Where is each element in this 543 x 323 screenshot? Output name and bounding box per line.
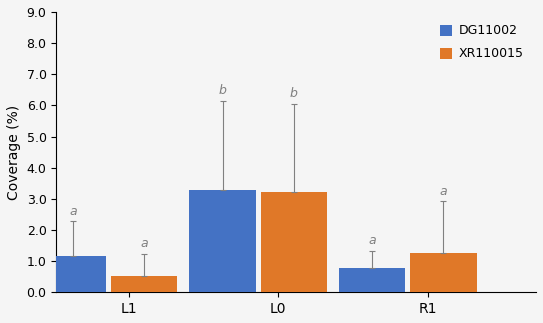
Legend: DG11002, XR110015: DG11002, XR110015 xyxy=(433,18,530,67)
Y-axis label: Coverage (%): Coverage (%) xyxy=(7,105,21,200)
Bar xyxy=(190,190,256,292)
Text: a: a xyxy=(69,204,77,218)
Text: a: a xyxy=(368,234,376,247)
Bar xyxy=(40,255,106,292)
Bar xyxy=(339,268,406,292)
Text: a: a xyxy=(140,237,148,250)
Bar xyxy=(261,192,327,292)
Bar xyxy=(111,276,178,292)
Text: b: b xyxy=(290,88,298,100)
Text: a: a xyxy=(440,185,447,198)
Text: b: b xyxy=(219,84,226,97)
Bar xyxy=(410,253,477,292)
